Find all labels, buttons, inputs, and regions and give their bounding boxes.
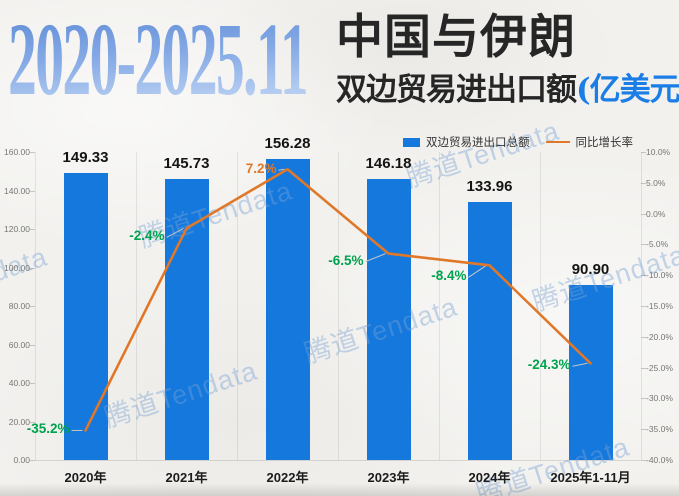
- bottom-shadow: [0, 483, 679, 496]
- right-axis-tick: [641, 460, 646, 461]
- right-axis-tick: [641, 182, 646, 184]
- growth-rate-label: 7.2%: [245, 161, 277, 177]
- left-axis-tick: [30, 267, 35, 269]
- bar-value-label: 146.18: [365, 154, 412, 172]
- left-axis-tick: [30, 229, 35, 230]
- right-axis-tick: [641, 275, 646, 277]
- growth-rate-label: -2.4%: [129, 228, 165, 244]
- period-title: 2020-2025.11: [8, 2, 309, 117]
- right-axis-tick-label: 5.0%: [646, 177, 666, 188]
- right-axis-tick-label: -20.0%: [646, 331, 673, 342]
- right-axis-tick: [641, 306, 646, 307]
- growth-rate-label: -8.4%: [431, 268, 467, 284]
- right-axis-tick-label: -15.0%: [646, 301, 673, 311]
- right-axis-tick-label: -25.0%: [646, 362, 673, 373]
- right-axis-tick-label: -5.0%: [646, 239, 669, 250]
- left-axis-tick-label: 100.00: [4, 262, 30, 273]
- legend-item-bar-series: 双边贸易进出口总额: [403, 134, 530, 150]
- bar-value-label: 133.96: [466, 178, 513, 196]
- unit-label: (亿美元): [576, 72, 679, 108]
- right-axis-tick: [641, 398, 646, 400]
- right-axis-tick: [641, 152, 646, 153]
- right-axis-tick-label: -30.0%: [646, 393, 673, 404]
- leader-line: [166, 227, 184, 238]
- growth-rate-label: -35.2%: [26, 421, 70, 437]
- left-axis-tick-label: 160.00: [4, 147, 30, 157]
- main-title: 中国与伊朗: [336, 10, 576, 65]
- left-axis-tick: [30, 344, 35, 346]
- bar-value-label: 90.90: [571, 261, 610, 279]
- header: 2020-2025.11 中国与伊朗 双边贸易进出口额(亿美元): [0, 0, 679, 130]
- leader-line: [365, 253, 386, 263]
- legend-line-label: 同比增长率: [575, 137, 634, 149]
- right-axis-tick-label: -40.0%: [646, 455, 673, 465]
- left-axis-tick-label: 0.00: [13, 455, 30, 465]
- chart-area: 双边贸易进出口总额 同比增长率 腾道Tendata 腾道Tendata 腾道Tend…: [0, 116, 679, 496]
- subtitle-text: 双边贸易进出口额: [336, 72, 577, 108]
- legend-item-line-series: 同比增长率: [545, 134, 634, 150]
- leader-line: [572, 362, 588, 367]
- left-axis-tick: [30, 190, 35, 192]
- leader-line: [468, 264, 487, 278]
- right-axis-tick: [641, 367, 646, 369]
- bar-value-label: 145.73: [163, 155, 210, 173]
- growth-rate-label: -6.5%: [328, 252, 364, 268]
- right-axis-tick-label: 0.0%: [646, 208, 666, 219]
- growth-rate-label: -24.3%: [527, 357, 571, 373]
- line-series-swatch-icon: [545, 141, 570, 143]
- left-axis-tick-label: 120.00: [4, 224, 30, 234]
- legend: 双边贸易进出口总额 同比增长率: [403, 134, 633, 150]
- left-axis-tick-label: 80.00: [8, 301, 30, 311]
- left-axis-tick: [30, 460, 35, 461]
- trend-line-layer: [71, 167, 592, 432]
- bar-series-swatch-icon: [403, 137, 420, 147]
- right-axis-tick: [641, 336, 646, 338]
- right-axis-tick: [641, 429, 646, 431]
- right-axis-tick-label: -35.0%: [646, 424, 673, 435]
- subtitle: 双边贸易进出口额(亿美元): [336, 68, 679, 112]
- bar-value-label: 156.28: [264, 135, 311, 153]
- right-axis-tick-label: -10.0%: [646, 270, 673, 281]
- left-axis-tick-label: 140.00: [4, 185, 30, 196]
- trend-line: [84, 167, 592, 432]
- left-axis-tick: [30, 383, 35, 384]
- legend-bar-label: 双边贸易进出口总额: [426, 137, 530, 149]
- bar-value-label: 149.33: [62, 148, 109, 166]
- left-axis-tick: [30, 306, 35, 307]
- title-block: 中国与伊朗 双边贸易进出口额(亿美元): [336, 8, 679, 112]
- right-axis-tick: [641, 213, 646, 215]
- left-axis-tick-label: 40.00: [8, 378, 30, 388]
- right-axis-tick-label: 10.0%: [646, 147, 671, 157]
- left-axis-tick-label: 20.00: [8, 416, 30, 427]
- left-axis-tick-label: 60.00: [8, 339, 30, 350]
- right-axis-tick: [641, 244, 646, 246]
